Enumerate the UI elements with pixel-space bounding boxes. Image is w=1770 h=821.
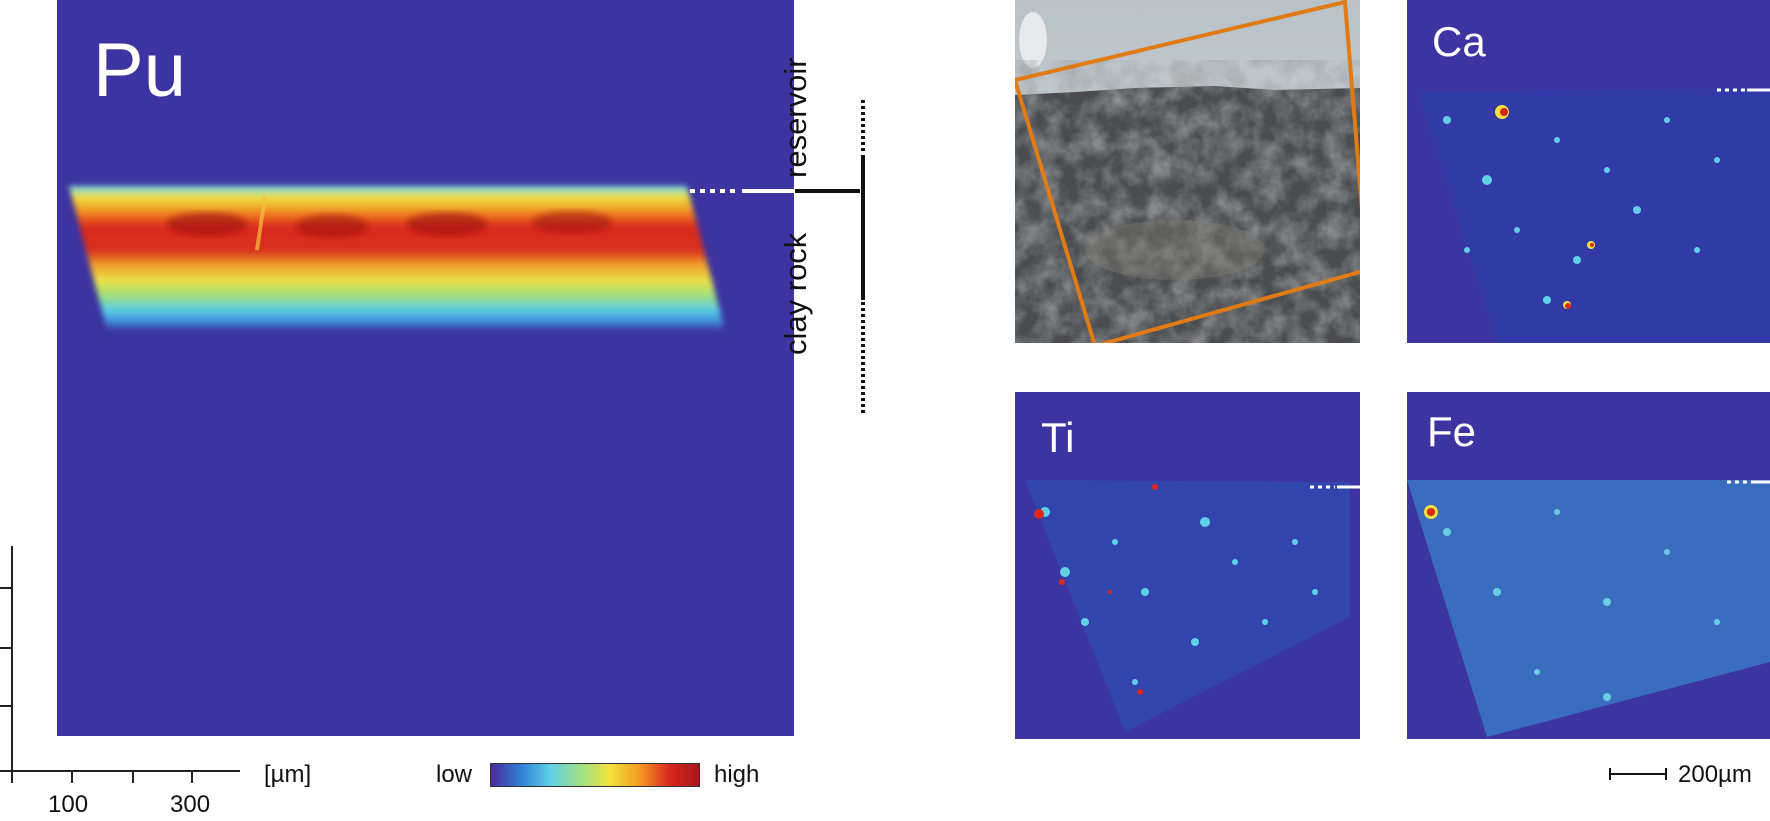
axis-tick-300: 300 [170, 791, 211, 818]
interface-marker [690, 100, 865, 415]
scalebar-line [1609, 768, 1667, 780]
scalebar-label: 200µm [1678, 761, 1752, 788]
rock-photo [1015, 0, 1360, 343]
axis-tick-100: 100 [48, 791, 89, 818]
ti-label: Ti [1041, 414, 1075, 461]
pu-concentration-band [69, 186, 725, 330]
ti-map: Ti [1015, 392, 1360, 739]
photo-frame [1015, 0, 1360, 343]
bottom-axis [0, 770, 240, 783]
colorbar [490, 763, 700, 787]
pu-map: Pu [57, 0, 794, 736]
ca-label: Ca [1432, 18, 1486, 65]
axis-unit: [µm] [264, 761, 312, 788]
ca-map: Ca [1407, 0, 1770, 343]
pu-label: Pu [93, 28, 186, 113]
fe-label: Fe [1427, 408, 1477, 455]
left-axis [0, 546, 13, 776]
reservoir-label: reservoir [778, 57, 813, 178]
colorbar-low-label: low [436, 761, 473, 788]
colorbar-high-label: high [714, 761, 760, 788]
clay-rock-label: clay rock [778, 232, 813, 355]
fe-map: Fe [1407, 392, 1770, 739]
